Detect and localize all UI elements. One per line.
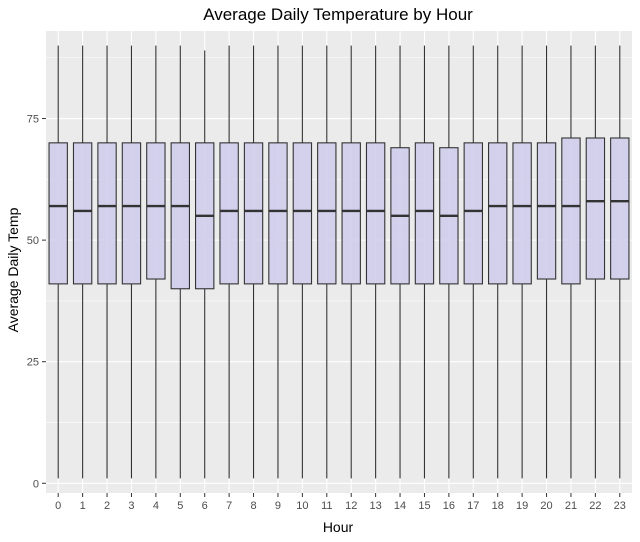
x-tick-label: 21: [565, 500, 577, 512]
x-tick-label: 7: [226, 500, 232, 512]
x-tick-label: 19: [516, 500, 528, 512]
box: [512, 142, 532, 285]
y-tick-label: 25: [27, 357, 39, 369]
box: [365, 142, 386, 285]
x-tick-label: 12: [345, 500, 357, 512]
x-tick-label: 10: [296, 500, 308, 512]
x-tick-label: 0: [55, 500, 61, 512]
x-tick-label: 6: [202, 500, 208, 512]
box: [341, 142, 361, 285]
box: [243, 142, 264, 285]
box: [97, 142, 117, 285]
x-tick-label: 18: [492, 500, 504, 512]
x-tick-label: 9: [275, 500, 281, 512]
x-tick-label: 3: [128, 500, 134, 512]
x-axis-title: Hour: [323, 519, 354, 535]
x-tick-label: 15: [418, 500, 430, 512]
x-tick-label: 5: [177, 500, 183, 512]
chart-title: Average Daily Temperature by Hour: [203, 5, 473, 24]
box: [121, 142, 142, 285]
box: [48, 142, 68, 285]
x-tick-label: 11: [321, 500, 332, 512]
box: [561, 137, 581, 285]
x-tick-label: 17: [467, 500, 479, 512]
x-tick-label: 22: [589, 500, 601, 512]
box: [292, 142, 313, 285]
box: [536, 142, 557, 280]
x-tick-label: 13: [370, 500, 382, 512]
x-tick-label: 14: [394, 500, 406, 512]
box: [463, 142, 483, 285]
box: [268, 142, 288, 285]
box: [488, 142, 508, 285]
box: [219, 142, 239, 285]
x-tick-label: 23: [614, 500, 626, 512]
y-axis-title: Average Daily Temp: [5, 207, 21, 332]
x-tick-label: 20: [540, 500, 552, 512]
x-tick-label: 16: [443, 500, 455, 512]
x-tick-label: 1: [80, 500, 86, 512]
box: [610, 137, 630, 280]
box: [585, 137, 606, 280]
box: [414, 142, 435, 285]
box: [170, 142, 190, 290]
box: [72, 142, 93, 285]
y-tick-label: 75: [27, 114, 39, 126]
y-tick-label: 0: [33, 478, 39, 490]
x-tick-label: 8: [250, 500, 256, 512]
x-tick-label: 2: [104, 500, 110, 512]
box: [146, 142, 166, 280]
plot-panel: [46, 31, 632, 493]
y-tick-label: 50: [27, 235, 39, 247]
box: [317, 142, 337, 285]
x-tick-label: 4: [153, 500, 159, 512]
